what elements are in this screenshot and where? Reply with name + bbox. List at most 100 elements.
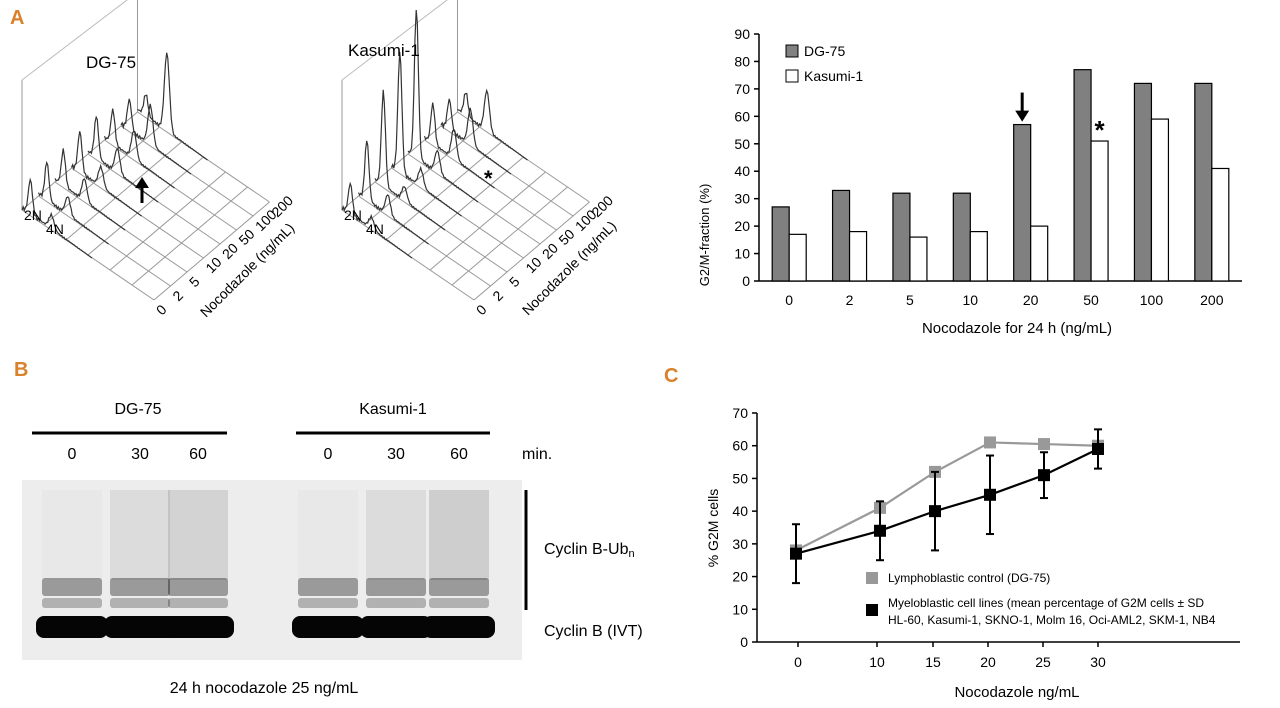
blot-time-unit: min.	[522, 446, 552, 463]
bar-x-tick-label: 5	[906, 292, 914, 308]
blot-time-dg75-60: 60	[189, 446, 207, 463]
bar-y-tick-label: 70	[734, 81, 750, 97]
line-chart-legend: Lymphoblastic control (DG-75) Myeloblast…	[866, 571, 1216, 627]
histo-grid-line	[131, 186, 248, 286]
histo-wall-line	[21, 0, 128, 81]
histo-dose-tick-0: 0	[473, 301, 490, 318]
histo-dose-tick-2: 2	[169, 287, 186, 304]
bar-kasumi1-5	[909, 236, 928, 282]
histo-trace-dose-1	[37, 160, 109, 245]
bar-kasumi1-200	[1211, 167, 1230, 282]
bar-chart-bars	[771, 69, 1230, 282]
histo-grid-line	[87, 156, 204, 256]
western-blot-panel: DG-75 Kasumi-1 0 30 60 0 30 60 min. Cycl…	[22, 401, 643, 697]
panel-label-a: A	[10, 7, 24, 29]
histo-trace-dose-5	[423, 102, 495, 189]
legend-label-lymphoblastic: Lymphoblastic control (DG-75)	[888, 571, 1050, 585]
histo-trace-dose-3	[390, 51, 462, 217]
line-y-tick-label: 0	[740, 634, 748, 650]
bar-chart-legend: DG-75 Kasumi-1	[785, 43, 863, 84]
point-myeloblastic-20	[984, 488, 996, 501]
bar-x-tick-label: 2	[846, 292, 854, 308]
dg75-4n-label: 4N	[46, 221, 64, 237]
bar-kasumi1-50	[1090, 140, 1109, 282]
bar-y-tick-label: 60	[734, 108, 750, 124]
histo-grid-line	[451, 186, 568, 286]
dg75-histogram-title: DG-75	[86, 53, 136, 72]
bar-y-tick-label: 30	[734, 191, 750, 207]
point-myeloblastic-0	[790, 547, 802, 560]
point-myeloblastic-25	[1038, 469, 1050, 482]
blot-time-kasumi1-60: 60	[450, 446, 468, 463]
histo-grid-line	[407, 156, 524, 256]
blot-band-label: Cyclin B (IVT)	[544, 623, 643, 640]
line-y-tick-label: 20	[732, 569, 748, 585]
bar-x-tick-label: 200	[1200, 292, 1224, 308]
kasumi1-4n-label: 4N	[366, 221, 384, 237]
point-myeloblastic-10	[874, 524, 886, 537]
bar-x-tick-label: 100	[1140, 292, 1164, 308]
point-myeloblastic-30	[1092, 442, 1104, 455]
bar-dg75-5	[892, 192, 911, 282]
panel-label-b: B	[14, 359, 28, 381]
blot-time-kasumi1-0: 0	[324, 446, 333, 463]
legend-label-myeloblastic: Myeloblastic cell lines (mean percentage…	[888, 596, 1204, 610]
histo-dose-tick-5: 5	[186, 273, 203, 290]
kasumi1-asterisk-marker: *	[484, 166, 493, 191]
bar-dg75-2	[831, 189, 851, 282]
legend-label-dg75: DG-75	[804, 43, 845, 59]
bar-kasumi1-2	[848, 231, 868, 282]
bar-y-tick-label: 40	[734, 163, 750, 179]
legend-swatch-dg75	[785, 44, 799, 58]
histo-trace-dose-4	[87, 115, 159, 203]
line-chart-axes: 0 10 20 30 40 50 60 70 0 10 15 20 25 30	[732, 405, 1240, 670]
bar-x-tick-label: 50	[1083, 292, 1099, 308]
blot-ub-band-lane-2	[168, 578, 228, 596]
bar-kasumi1-100	[1150, 118, 1170, 282]
blot-lanes	[36, 490, 495, 638]
blot-ub-band2-lane-0	[42, 598, 102, 608]
bar-chart-x-label: Nocodazole for 24 h (ng/mL)	[922, 320, 1112, 337]
blot-time-dg75-0: 0	[68, 446, 77, 463]
histo-dose-tick-10: 10	[522, 254, 544, 276]
line-y-tick-label: 10	[732, 601, 748, 617]
histo-grid-line	[153, 201, 270, 301]
line-y-tick-label: 30	[732, 536, 748, 552]
panel-label-c: C	[664, 365, 678, 387]
line-y-tick-label: 60	[732, 438, 748, 454]
blot-ub-band2-lane-1	[110, 598, 170, 608]
blot-group-kasumi1: Kasumi-1	[359, 401, 427, 418]
histo-grid-line	[473, 201, 590, 301]
bar-dg75-50	[1073, 69, 1092, 282]
blot-smear-lane-4	[366, 490, 426, 580]
bar-x-tick-label: 10	[963, 292, 979, 308]
histo-trace-dose-6	[440, 98, 512, 175]
bar-y-tick-label: 80	[734, 53, 750, 69]
legend-swatch-myeloblastic	[866, 604, 878, 616]
histo-trace-dose-5	[103, 108, 175, 189]
blot-ub-band2-lane-4	[366, 598, 426, 608]
bar-dg75-200	[1194, 82, 1213, 282]
g2m-bar-chart: 0 10 20 30 40 50 60 70 80 90 0 2 5 10 20 50 100 200 G2/M-…	[697, 26, 1242, 337]
legend-swatch-lymphoblastic	[866, 572, 878, 584]
histo-trace-dose-2	[54, 148, 126, 231]
bar-kasumi1-20	[1030, 225, 1049, 282]
dg75-2n-label: 2N	[24, 207, 42, 223]
line-x-tick-label: 30	[1090, 654, 1106, 670]
blot-ub-band2-lane-2	[168, 598, 228, 608]
line-x-tick-label: 0	[794, 654, 802, 670]
bar-dg75-10	[952, 192, 971, 282]
point-lymphoblastic-20	[984, 436, 996, 449]
histo-trace-dose-6	[120, 98, 192, 175]
bar-y-tick-label: 0	[742, 273, 750, 289]
line-chart-x-label: Nocodazole ng/mL	[954, 684, 1079, 701]
blot-ub-band2-lane-3	[298, 598, 358, 608]
bar-x-tick-label: 0	[785, 292, 793, 308]
bar-kasumi1-10	[969, 231, 988, 282]
bar-dg75-100	[1133, 82, 1153, 282]
histo-grid-line	[109, 171, 226, 271]
line-x-tick-label: 25	[1035, 654, 1051, 670]
legend-swatch-kasumi1	[785, 69, 799, 83]
